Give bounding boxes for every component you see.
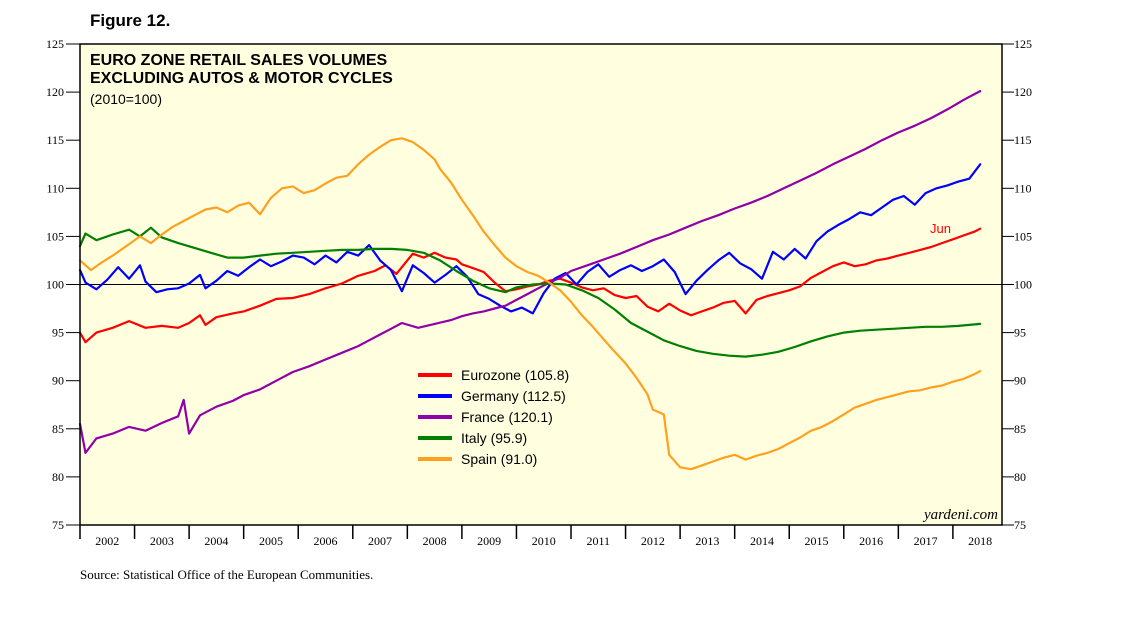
legend-label: France (120.1) xyxy=(461,409,553,425)
y-tick-label-left: 85 xyxy=(52,422,64,436)
x-tick-label: 2006 xyxy=(314,534,338,548)
x-tick-label: 2008 xyxy=(423,534,447,548)
y-tick-label-right: 95 xyxy=(1014,326,1026,340)
x-tick-label: 2015 xyxy=(805,534,829,548)
x-tick-label: 2016 xyxy=(859,534,883,548)
legend-label: Spain (91.0) xyxy=(461,451,537,467)
chart-note: (2010=100) xyxy=(90,91,162,107)
series-line-germany xyxy=(78,163,982,315)
series-layer xyxy=(78,90,982,471)
y-tick-label-left: 125 xyxy=(46,37,64,51)
x-tick-label: 2003 xyxy=(150,534,174,548)
source-note: Source: Statistical Office of the Europe… xyxy=(80,567,374,582)
y-tick-label-right: 110 xyxy=(1014,181,1032,195)
series-line-italy xyxy=(78,226,982,358)
x-tick-label: 2009 xyxy=(477,534,501,548)
x-tick-label: 2010 xyxy=(532,534,556,548)
y-tick-label-right: 85 xyxy=(1014,422,1026,436)
y-tick-label-left: 120 xyxy=(46,85,64,99)
legend-label: Italy (95.9) xyxy=(461,430,527,446)
y-tick-label-right: 90 xyxy=(1014,374,1026,388)
y-tick-label-left: 90 xyxy=(52,374,64,388)
legend-label: Germany (112.5) xyxy=(461,388,566,404)
legend: Eurozone (105.8) Germany (112.5) France (1… xyxy=(418,367,569,467)
y-tick-label-left: 75 xyxy=(52,518,64,532)
y-tick-label-left: 80 xyxy=(52,470,64,484)
x-tick-label: 2018 xyxy=(968,534,992,548)
x-tick-label: 2013 xyxy=(695,534,719,548)
y-tick-label-right: 100 xyxy=(1014,278,1032,292)
y-tick-label-left: 115 xyxy=(46,133,64,147)
x-tick-label: 2011 xyxy=(587,534,611,548)
y-tick-label-left: 100 xyxy=(46,278,64,292)
y-axis-left: 75 80 85 90 95 100 105 110 115 120 125 xyxy=(46,37,80,532)
watermark: yardeni.com xyxy=(922,507,998,523)
y-tick-label-right: 80 xyxy=(1014,470,1026,484)
y-tick-label-left: 95 xyxy=(52,326,64,340)
x-tick-label: 2014 xyxy=(750,534,774,548)
chart-title: EURO ZONE RETAIL SALES VOLUMES xyxy=(90,52,388,69)
series-line-france xyxy=(78,90,982,454)
y-tick-label-left: 110 xyxy=(46,181,64,195)
y-tick-label-right: 75 xyxy=(1014,518,1026,532)
x-tick-label: 2007 xyxy=(368,534,392,548)
y-axis-right: 75 80 85 90 95 100 105 110 115 120 125 xyxy=(1002,37,1032,532)
y-tick-label-right: 120 xyxy=(1014,85,1032,99)
y-tick-label-left: 105 xyxy=(46,229,64,243)
x-tick-label: 2004 xyxy=(204,534,228,548)
title-block: EURO ZONE RETAIL SALES VOLUMES EXCLUDING… xyxy=(90,52,393,107)
y-tick-label-right: 125 xyxy=(1014,37,1032,51)
legend-label: Eurozone (105.8) xyxy=(461,367,569,383)
x-tick-label: 2005 xyxy=(259,534,283,548)
x-tick-label: 2012 xyxy=(641,534,665,548)
series-line-spain xyxy=(78,137,982,471)
chart: 75 80 85 90 95 100 105 110 115 120 125 75 80 85 90 95 1… xyxy=(46,37,1032,548)
chart-subtitle: EXCLUDING AUTOS & MOTOR CYCLES xyxy=(90,70,393,87)
x-axis: 2002 2003 2004 2005 2006 2007 2008 2009 2010 2011… xyxy=(79,525,992,548)
last-period-label: Jun xyxy=(930,221,951,236)
figure-label: Figure 12. xyxy=(90,11,171,30)
x-tick-label: 2017 xyxy=(914,534,938,548)
x-tick-label: 2002 xyxy=(95,534,119,548)
y-tick-label-right: 115 xyxy=(1014,133,1032,147)
y-tick-label-right: 105 xyxy=(1014,229,1032,243)
